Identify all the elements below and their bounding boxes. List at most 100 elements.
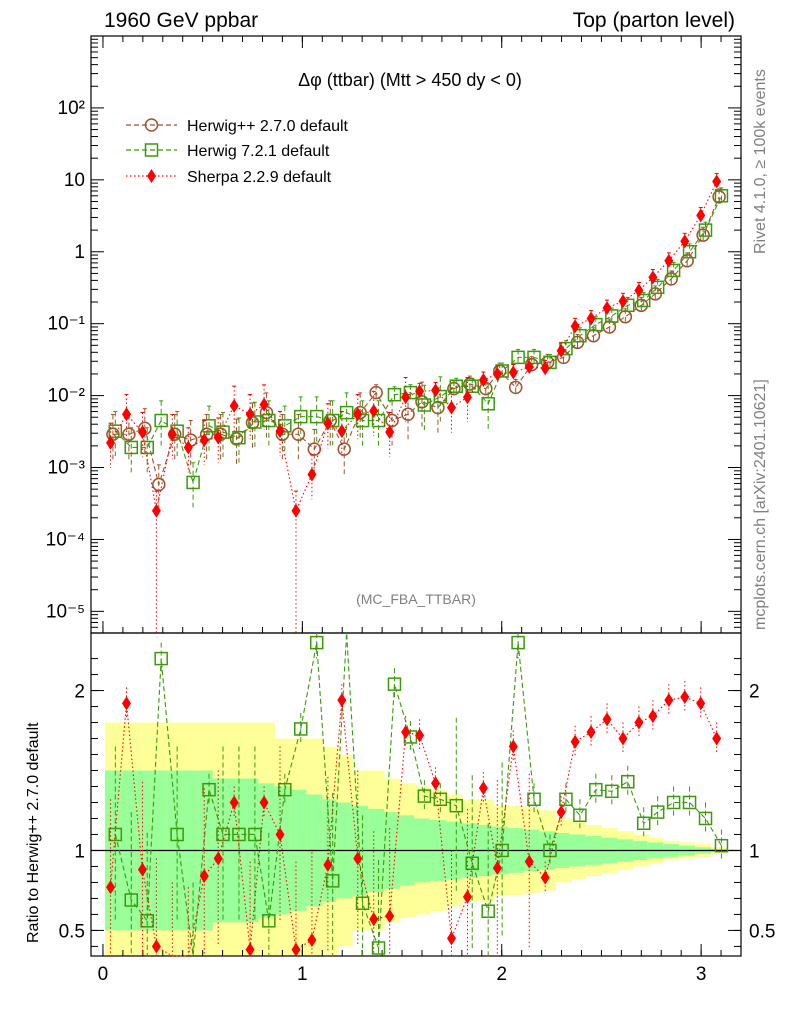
data-point-1 — [543, 355, 557, 370]
data-point-2 — [556, 343, 566, 358]
ratio-y-tick-label: 0.5 — [59, 921, 85, 942]
data-point-0 — [712, 190, 726, 204]
data-point-0 — [122, 427, 136, 442]
ratio-uncertainty-bands — [91, 722, 741, 956]
ratio-point-0 — [371, 941, 386, 955]
data-point-1 — [294, 409, 308, 424]
ratio-point-1 — [664, 693, 674, 708]
data-point-0 — [337, 442, 351, 456]
data-point-1 — [417, 398, 432, 412]
data-point-2 — [245, 407, 255, 422]
header-right: Top (parton level) — [573, 9, 735, 32]
ratio-point-1 — [385, 909, 395, 924]
data-point-1 — [481, 397, 495, 411]
ratio-point-0 — [124, 893, 139, 907]
ratio-point-0 — [620, 774, 635, 789]
ratio-point-0 — [698, 811, 713, 826]
y-tick-label: 10⁻³ — [48, 458, 86, 479]
ratio-point-1 — [492, 861, 502, 876]
data-point-0 — [602, 320, 617, 334]
data-point-0 — [447, 381, 461, 396]
data-point-1 — [309, 409, 324, 424]
data-point-1 — [636, 293, 651, 308]
ratio-ylabel: Ratio to Herwig++ 2.7.0 default — [25, 722, 42, 943]
data-point-1 — [511, 350, 525, 365]
legend-entry-herwig-old: Herwig++ 2.7.0 default — [126, 118, 349, 135]
data-point-2 — [680, 234, 690, 249]
ratio-point-1 — [137, 862, 147, 877]
ratio-point-0 — [682, 795, 697, 810]
ratio-point-1 — [401, 725, 411, 740]
ratio-point-0 — [325, 874, 340, 888]
data-point-0 — [586, 328, 601, 343]
data-point-1 — [232, 430, 246, 445]
data-point-0 — [353, 405, 367, 420]
data-point-2 — [634, 283, 644, 298]
data-point-2 — [540, 361, 550, 376]
ratio-point-1 — [556, 805, 566, 820]
ratio-point-1 — [353, 851, 363, 866]
ratio-point-1 — [602, 712, 612, 727]
data-point-1 — [387, 387, 402, 402]
data-point-1 — [573, 328, 587, 343]
ratio-point-1 — [524, 854, 534, 869]
ratio-panel-frame — [90, 632, 742, 957]
series-line-0 — [112, 196, 720, 487]
ratio-point-1 — [431, 776, 441, 791]
ratio-point-0 — [481, 904, 495, 918]
data-point-2 — [446, 400, 456, 415]
ratio-point-0 — [573, 808, 587, 823]
chart-title: Δφ (ttbar) (Mtt > 450 dy < 0) — [298, 70, 522, 90]
ratio-point-0 — [714, 838, 729, 853]
ratio-point-0 — [527, 792, 541, 807]
data-point-0 — [369, 385, 383, 400]
data-point-2 — [106, 435, 116, 450]
ratio-point-1 — [680, 689, 690, 704]
y-tick-label: 10⁻⁵ — [46, 601, 85, 622]
ratio-point-1 — [229, 795, 239, 810]
ratio-point-0 — [140, 914, 154, 928]
legend-entry-herwig-new: Herwig 7.2.1 default — [126, 143, 330, 160]
data-point-2 — [415, 384, 425, 399]
data-point-1 — [278, 419, 292, 433]
series-line-2 — [110, 181, 718, 513]
y-tick-label: 10² — [58, 98, 85, 119]
data-point-2 — [492, 366, 502, 381]
data-point-2 — [275, 424, 285, 439]
data-point-2 — [353, 407, 363, 422]
data-point-1 — [140, 440, 154, 455]
ratio-point-0 — [417, 789, 432, 803]
data-point-0 — [415, 395, 429, 409]
ratio-point-1 — [618, 731, 628, 746]
x-tick-label: 0 — [98, 964, 109, 985]
data-point-1 — [186, 475, 200, 490]
data-point-2 — [369, 404, 379, 419]
data-point-2 — [213, 430, 223, 445]
ratio-line-1 — [109, 696, 718, 957]
legend-label-sherpa: Sherpa 2.2.9 default — [187, 169, 332, 186]
ratio-point-1 — [121, 696, 131, 711]
data-point-2 — [167, 427, 177, 442]
data-point-2 — [401, 390, 411, 405]
ratio-point-0 — [666, 795, 681, 810]
ratio-point-0 — [605, 784, 619, 799]
ratio-point-1 — [648, 709, 658, 724]
ratio-point-0 — [170, 827, 184, 842]
ratio-point-1 — [696, 696, 706, 711]
data-point-2 — [199, 433, 209, 448]
ratio-point-0 — [278, 782, 292, 797]
data-point-1 — [202, 419, 216, 433]
ratio-point-0 — [387, 677, 402, 691]
data-point-1 — [339, 405, 354, 420]
rivet-label: Rivet 4.1.0, ≥ 100k events — [752, 69, 769, 254]
legend: Herwig++ 2.7.0 default Herwig 7.2.1 defa… — [126, 118, 349, 186]
ratio-point-1 — [199, 869, 209, 884]
ratio-point-0 — [232, 827, 246, 842]
ratio-y-tick-label: 2 — [74, 682, 85, 703]
data-point-2 — [121, 407, 131, 422]
ratio-point-0 — [355, 896, 370, 910]
ratio-y-tick-label: 1 — [74, 841, 85, 862]
data-point-2 — [229, 398, 239, 413]
ratio-point-1 — [478, 781, 488, 796]
